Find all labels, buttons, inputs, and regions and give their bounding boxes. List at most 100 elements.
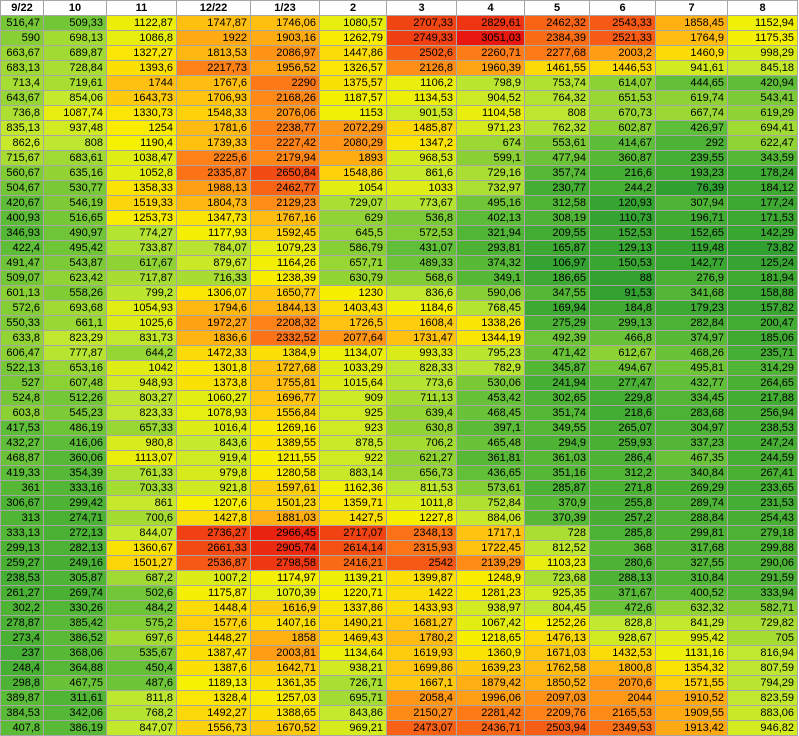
table-cell[interactable]: 364,88 xyxy=(43,660,107,676)
table-cell[interactable]: 2503,94 xyxy=(524,720,590,736)
table-cell[interactable]: 683,61 xyxy=(43,150,107,166)
table-cell[interactable]: 807,59 xyxy=(727,660,798,676)
table-cell[interactable]: 835,13 xyxy=(0,120,44,136)
table-cell[interactable]: 1744 xyxy=(106,75,177,91)
table-cell[interactable]: 244,59 xyxy=(727,450,798,466)
table-cell[interactable]: 1681,27 xyxy=(386,615,457,631)
table-cell[interactable]: 269,29 xyxy=(655,480,728,496)
table-cell[interactable]: 468,26 xyxy=(655,345,728,361)
table-cell[interactable]: 317,68 xyxy=(655,540,728,556)
table-cell[interactable]: 274,71 xyxy=(43,510,107,526)
table-cell[interactable]: 1836,6 xyxy=(176,330,251,346)
table-cell[interactable]: 312,2 xyxy=(589,465,656,481)
table-cell[interactable]: 509,33 xyxy=(43,15,107,31)
table-cell[interactable]: 607,48 xyxy=(43,375,107,391)
table-cell[interactable]: 633,8 xyxy=(0,330,44,346)
table-cell[interactable]: 823,59 xyxy=(727,690,798,706)
table-cell[interactable]: 572,6 xyxy=(0,300,44,316)
table-cell[interactable]: 142,29 xyxy=(727,225,798,241)
table-cell[interactable]: 705 xyxy=(727,630,798,646)
table-cell[interactable]: 292 xyxy=(655,135,728,151)
table-cell[interactable]: 169,94 xyxy=(524,300,590,316)
table-cell[interactable]: 2536,87 xyxy=(176,555,251,571)
table-cell[interactable]: 351,74 xyxy=(524,405,590,421)
table-cell[interactable]: 1025,6 xyxy=(106,315,177,331)
table-cell[interactable]: 535,67 xyxy=(106,645,177,661)
table-cell[interactable]: 717,87 xyxy=(106,270,177,286)
table-cell[interactable]: 1175,35 xyxy=(727,30,798,46)
table-cell[interactable]: 1373,8 xyxy=(176,375,251,391)
table-cell[interactable]: 993,33 xyxy=(386,345,457,361)
table-cell[interactable]: 285,87 xyxy=(524,480,590,496)
table-cell[interactable]: 543,87 xyxy=(43,255,107,271)
table-cell[interactable]: 450,4 xyxy=(106,660,177,676)
table-cell[interactable]: 2260,71 xyxy=(456,45,525,61)
table-cell[interactable]: 1033,29 xyxy=(319,360,387,376)
table-cell[interactable]: 1252,26 xyxy=(524,615,590,631)
table-cell[interactable]: 1164,26 xyxy=(250,255,320,271)
table-cell[interactable]: 259,93 xyxy=(589,435,656,451)
table-cell[interactable]: 768,45 xyxy=(456,300,525,316)
table-cell[interactable]: 2077,64 xyxy=(319,330,387,346)
table-cell[interactable]: 1671,03 xyxy=(524,645,590,661)
table-cell[interactable]: 823,33 xyxy=(106,405,177,421)
table-cell[interactable]: 254,43 xyxy=(727,510,798,526)
table-cell[interactable]: 1746,06 xyxy=(250,15,320,31)
table-cell[interactable]: 1960,39 xyxy=(456,60,525,76)
table-cell[interactable]: 995,42 xyxy=(655,630,728,646)
table-cell[interactable]: 798,9 xyxy=(456,75,525,91)
table-cell[interactable]: 200,47 xyxy=(727,315,798,331)
table-cell[interactable]: 794,29 xyxy=(727,675,798,691)
table-cell[interactable]: 674 xyxy=(456,135,525,151)
table-cell[interactable]: 2076,06 xyxy=(250,105,320,121)
table-cell[interactable]: 1747,87 xyxy=(176,15,251,31)
table-cell[interactable]: 761,33 xyxy=(106,465,177,481)
table-cell[interactable]: 823,29 xyxy=(43,330,107,346)
table-cell[interactable]: 762,32 xyxy=(524,120,590,136)
table-cell[interactable]: 371,67 xyxy=(589,585,656,601)
table-cell[interactable]: 360,06 xyxy=(43,450,107,466)
table-cell[interactable]: 467,75 xyxy=(43,675,107,691)
table-cell[interactable]: 486,19 xyxy=(43,420,107,436)
table-cell[interactable]: 1804,73 xyxy=(176,195,251,211)
table-cell[interactable]: 1893 xyxy=(319,150,387,166)
table-cell[interactable]: 1078,93 xyxy=(176,405,251,421)
table-cell[interactable]: 883,06 xyxy=(727,705,798,721)
table-cell[interactable]: 1131,16 xyxy=(655,645,728,661)
table-cell[interactable]: 349,1 xyxy=(456,270,525,286)
table-cell[interactable]: 1706,93 xyxy=(176,90,251,106)
table-cell[interactable]: 491,47 xyxy=(0,255,44,271)
table-cell[interactable]: 1548,86 xyxy=(319,165,387,181)
table-cell[interactable]: 1403,43 xyxy=(319,300,387,316)
table-cell[interactable]: 582,71 xyxy=(727,600,798,616)
table-cell[interactable]: 862,6 xyxy=(0,135,44,151)
table-cell[interactable]: 2436,71 xyxy=(456,720,525,736)
table-cell[interactable]: 512,26 xyxy=(43,390,107,406)
table-cell[interactable]: 265,07 xyxy=(589,420,656,436)
table-cell[interactable]: 1187,57 xyxy=(319,90,387,106)
table-cell[interactable]: 645,5 xyxy=(319,225,387,241)
table-cell[interactable]: 2139,29 xyxy=(456,555,525,571)
table-cell[interactable]: 2335,87 xyxy=(176,165,251,181)
table-cell[interactable]: 1727,68 xyxy=(250,360,320,376)
table-cell[interactable]: 804,45 xyxy=(524,600,590,616)
table-cell[interactable]: 729,07 xyxy=(319,195,387,211)
table-cell[interactable]: 630,8 xyxy=(386,420,457,436)
table-cell[interactable]: 1033 xyxy=(386,180,457,196)
table-cell[interactable]: 2072,29 xyxy=(319,120,387,136)
table-cell[interactable]: 238,53 xyxy=(0,570,44,586)
table-cell[interactable]: 1407,16 xyxy=(250,615,320,631)
table-cell[interactable]: 590 xyxy=(0,30,44,46)
table-cell[interactable]: 1134,64 xyxy=(319,645,387,661)
table-cell[interactable]: 1858 xyxy=(250,630,320,646)
table-cell[interactable]: 1280,58 xyxy=(250,465,320,481)
table-cell[interactable]: 1642,71 xyxy=(250,660,320,676)
table-cell[interactable]: 468,45 xyxy=(456,405,525,421)
table-cell[interactable]: 288,13 xyxy=(589,570,656,586)
table-cell[interactable]: 632,32 xyxy=(655,600,728,616)
table-cell[interactable]: 152,65 xyxy=(655,225,728,241)
table-cell[interactable]: 530,77 xyxy=(43,180,107,196)
table-cell[interactable]: 1079,23 xyxy=(250,240,320,256)
table-cell[interactable]: 545,23 xyxy=(43,405,107,421)
table-cell[interactable]: 504,67 xyxy=(0,180,44,196)
